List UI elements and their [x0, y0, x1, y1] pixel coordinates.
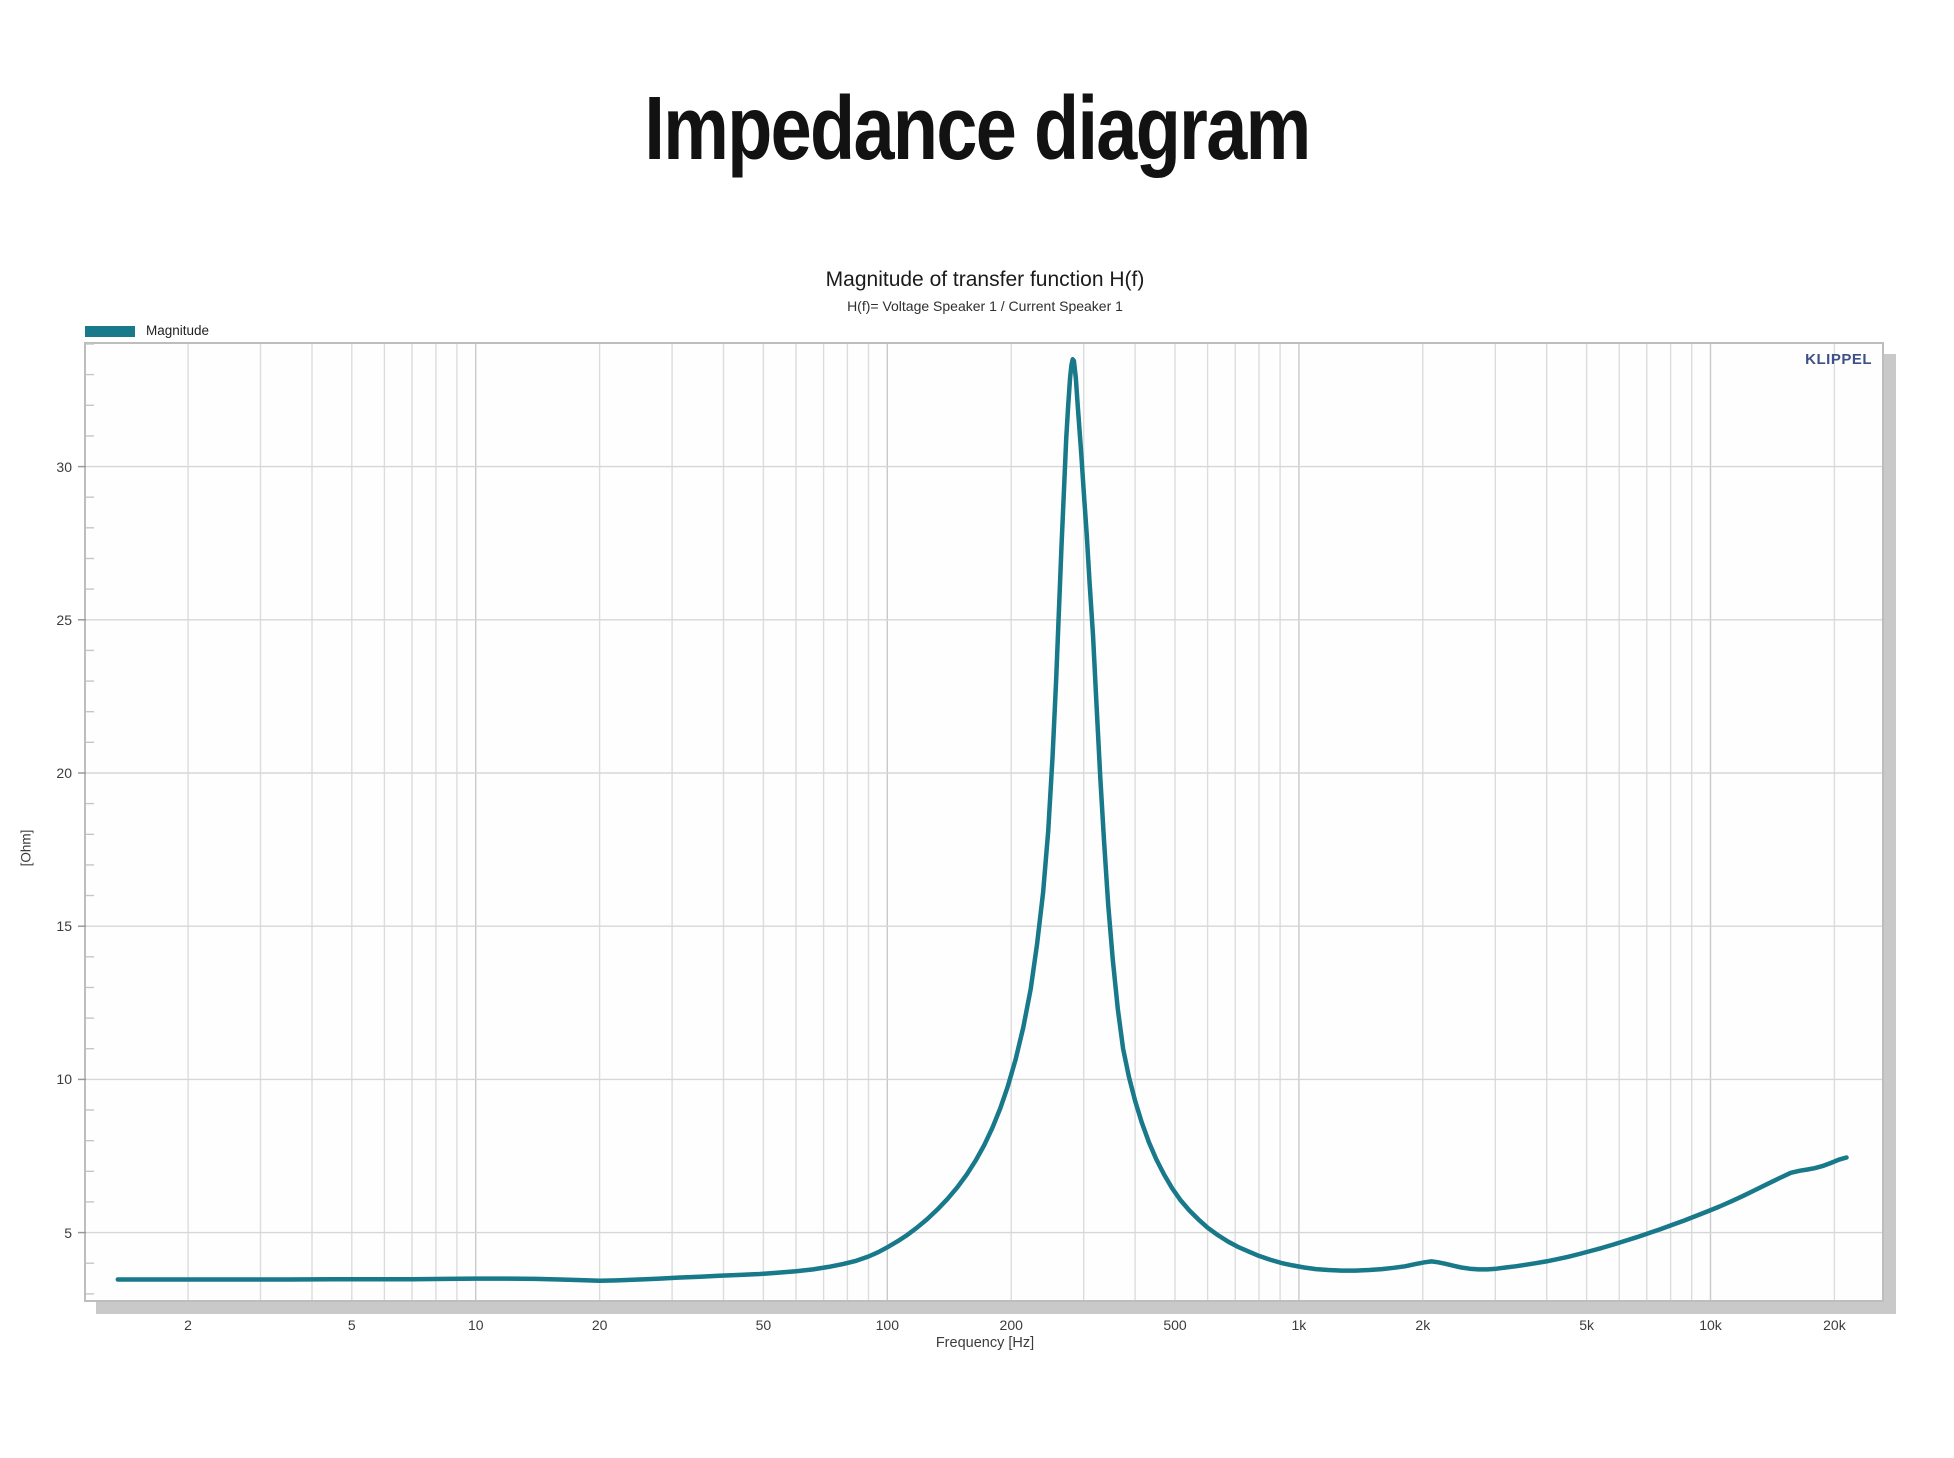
y-tick-label: 10	[56, 1071, 72, 1088]
y-tick-label: 30	[56, 458, 72, 475]
x-tick-label: 500	[1163, 1317, 1187, 1333]
page-title: Impedance diagram	[644, 79, 1311, 179]
x-tick-label: 2	[184, 1317, 192, 1333]
x-tick-label: 20k	[1823, 1317, 1846, 1333]
magnitude-curve	[115, 357, 1849, 1283]
legend: Magnitude	[85, 322, 209, 340]
x-tick-label: 2k	[1415, 1317, 1431, 1333]
x-tick-label: 5	[347, 1317, 356, 1333]
y-tick-label: 15	[56, 918, 72, 935]
legend-label: Magnitude	[146, 323, 210, 339]
x-tick-label: 100	[875, 1317, 900, 1333]
x-tick-label: 5k	[1579, 1317, 1595, 1333]
x-tick-label: 200	[999, 1317, 1023, 1333]
legend-line-swatch-icon	[85, 325, 135, 337]
x-tick-label: 10	[467, 1317, 484, 1333]
y-tick-label: 5	[64, 1224, 72, 1241]
x-tick-label: 50	[755, 1317, 772, 1333]
y-axis-label: [Ohm]	[18, 829, 34, 867]
klippel-watermark: KLIPPEL	[1805, 351, 1872, 368]
x-axis-label: Frequency [Hz]	[935, 1335, 1035, 1351]
plot-svg	[78, 343, 1882, 1300]
chart-title: Magnitude of transfer function H(f)	[825, 268, 1145, 291]
plot-area: KLIPPEL	[78, 342, 1884, 1302]
y-tick-label: 25	[56, 611, 72, 628]
y-tick-label: 20	[56, 764, 72, 781]
chart-subtitle: H(f)= Voltage Speaker 1 / Current Speake…	[847, 298, 1123, 314]
x-tick-label: 1k	[1291, 1317, 1307, 1333]
x-tick-label: 20	[591, 1317, 608, 1333]
x-tick-label: 10k	[1699, 1317, 1722, 1333]
